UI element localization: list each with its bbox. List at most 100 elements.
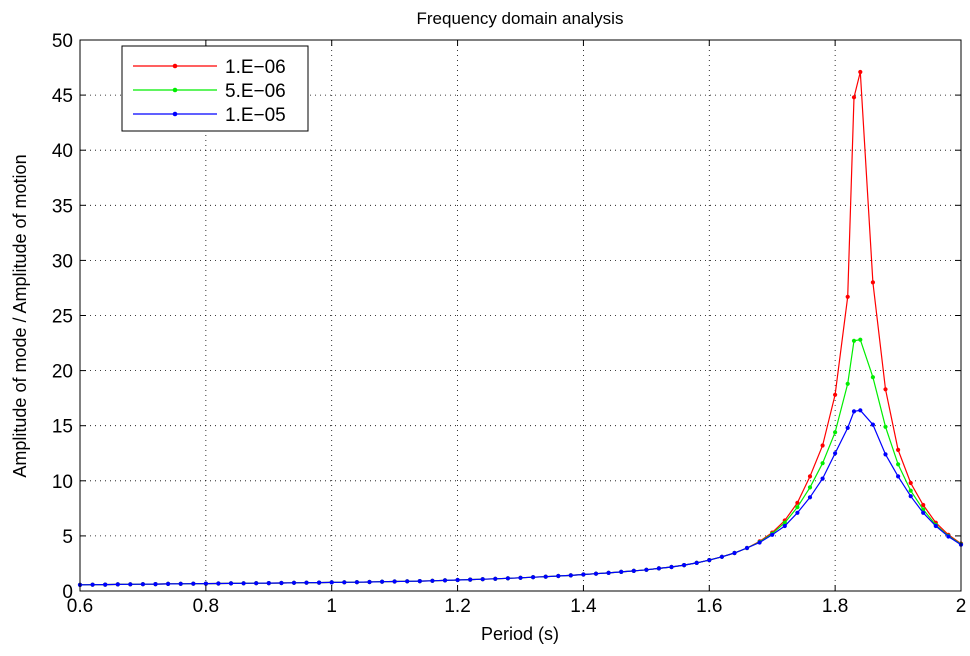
data-point: [745, 546, 749, 550]
data-point: [518, 576, 522, 580]
data-point: [141, 582, 145, 586]
data-point: [921, 511, 925, 515]
data-point: [821, 443, 825, 447]
data-point: [883, 387, 887, 391]
data-point: [254, 581, 258, 585]
data-point: [896, 474, 900, 478]
x-axis-label: Period (s): [481, 624, 559, 644]
legend-label: 1.E−05: [225, 105, 286, 126]
y-tick-label: 15: [52, 417, 73, 438]
y-tick-label: 25: [52, 307, 73, 328]
y-tick-label: 0: [62, 582, 73, 603]
y-tick-label: 35: [52, 196, 73, 217]
data-point: [304, 581, 308, 585]
data-point: [695, 561, 699, 565]
legend: 1.E−06 5.E−06 1.E−05: [122, 46, 308, 131]
x-tick-label: 0.8: [193, 596, 219, 617]
data-point: [821, 477, 825, 481]
data-point: [783, 524, 787, 528]
data-point: [707, 558, 711, 562]
data-point: [91, 583, 95, 587]
data-point: [852, 409, 856, 413]
data-point: [858, 70, 862, 74]
data-point: [644, 568, 648, 572]
data-point: [430, 579, 434, 583]
data-point: [883, 425, 887, 429]
data-point: [833, 393, 837, 397]
data-point: [795, 505, 799, 509]
data-point: [669, 565, 673, 569]
data-point: [342, 580, 346, 584]
data-point: [581, 572, 585, 576]
data-point: [493, 577, 497, 581]
data-point: [858, 338, 862, 342]
y-tick-label: 40: [52, 141, 73, 162]
data-point: [846, 382, 850, 386]
data-point: [808, 485, 812, 489]
data-point: [179, 582, 183, 586]
data-point: [946, 534, 950, 538]
data-point: [594, 572, 598, 576]
data-point: [242, 581, 246, 585]
data-point: [795, 511, 799, 515]
data-point: [166, 582, 170, 586]
data-point: [355, 580, 359, 584]
data-point: [481, 577, 485, 581]
data-point: [418, 579, 422, 583]
data-point: [720, 555, 724, 559]
x-tick-label: 1.2: [444, 596, 470, 617]
data-point: [852, 95, 856, 99]
data-point: [858, 408, 862, 412]
data-point: [153, 582, 157, 586]
y-tick-label: 5: [62, 527, 73, 548]
x-tick-label: 1.6: [696, 596, 722, 617]
data-point: [821, 461, 825, 465]
data-point: [330, 580, 334, 584]
y-tick-label: 45: [52, 86, 73, 107]
data-point: [732, 551, 736, 555]
data-point: [380, 580, 384, 584]
data-point: [292, 581, 296, 585]
x-tick-label: 1: [326, 596, 337, 617]
legend-label: 5.E−06: [225, 81, 286, 102]
data-point: [909, 494, 913, 498]
legend-marker: [173, 88, 178, 93]
data-point: [833, 451, 837, 455]
data-point: [443, 578, 447, 582]
data-point: [279, 581, 283, 585]
data-point: [556, 574, 560, 578]
data-point: [116, 582, 120, 586]
data-point: [896, 462, 900, 466]
data-point: [456, 578, 460, 582]
x-tick-label: 2: [956, 596, 967, 617]
data-point: [531, 575, 535, 579]
data-point: [317, 581, 321, 585]
y-tick-label: 20: [52, 362, 73, 383]
data-point: [393, 579, 397, 583]
data-point: [871, 423, 875, 427]
data-point: [267, 581, 271, 585]
data-point: [758, 540, 762, 544]
data-point: [808, 474, 812, 478]
data-point: [852, 339, 856, 343]
data-point: [896, 448, 900, 452]
data-point: [619, 570, 623, 574]
data-point: [833, 430, 837, 434]
data-point: [909, 489, 913, 493]
data-point: [367, 580, 371, 584]
data-point: [871, 375, 875, 379]
data-point: [405, 579, 409, 583]
y-axis-label: Amplitude of mode / Amplitude of motion: [10, 154, 30, 477]
data-point: [934, 524, 938, 528]
data-point: [607, 571, 611, 575]
legend-marker: [173, 64, 178, 69]
x-tick-label: 1.4: [570, 596, 597, 617]
data-point: [883, 452, 887, 456]
data-point: [468, 578, 472, 582]
data-point: [909, 481, 913, 485]
data-point: [569, 573, 573, 577]
data-point: [871, 280, 875, 284]
data-point: [846, 426, 850, 430]
